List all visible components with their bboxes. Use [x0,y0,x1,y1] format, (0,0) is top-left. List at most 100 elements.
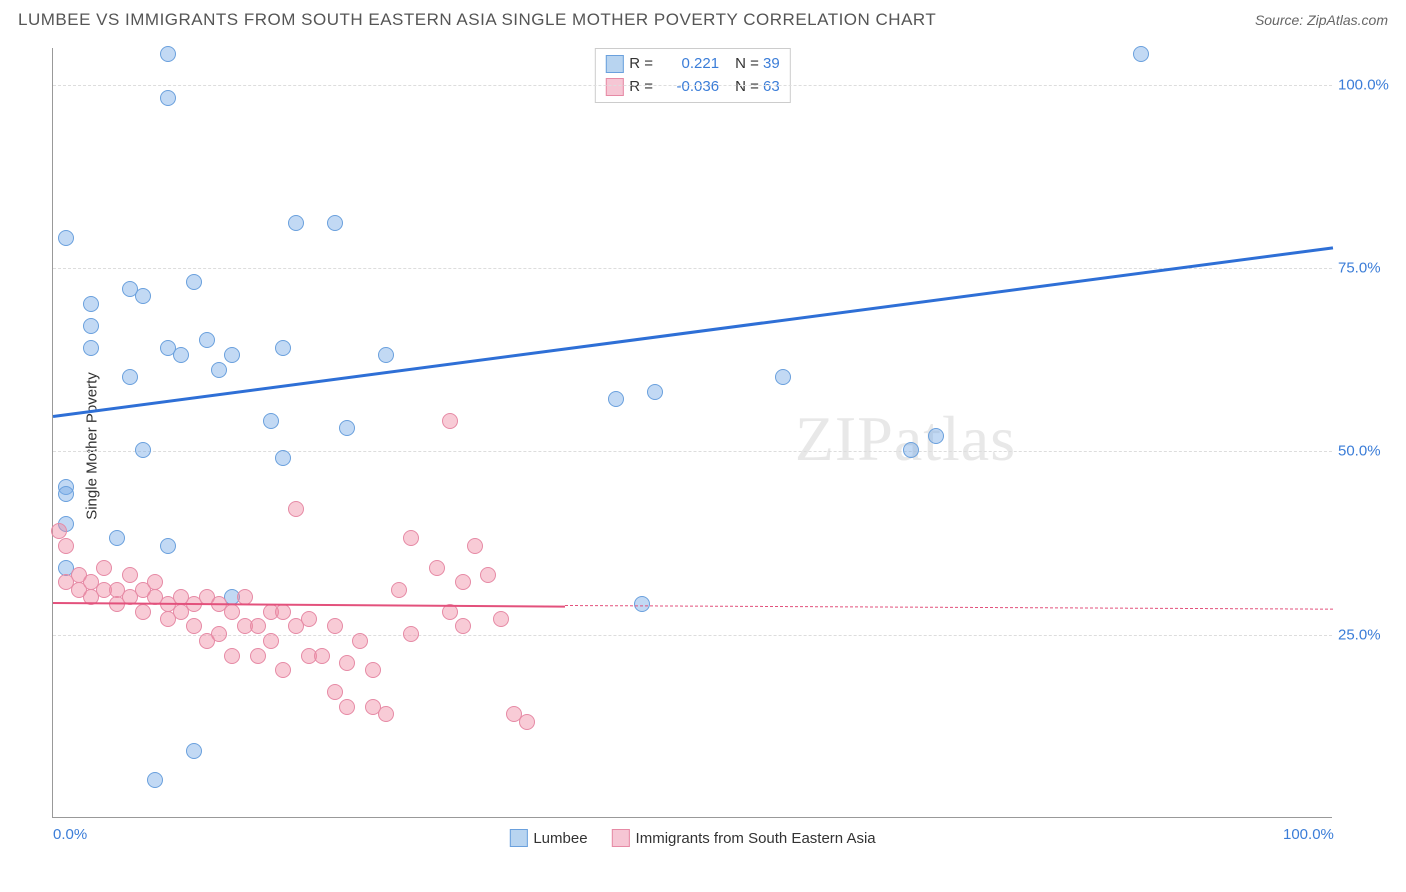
data-point [275,604,291,620]
data-point [327,684,343,700]
data-point [378,347,394,363]
data-point [378,706,394,722]
data-point [58,538,74,554]
data-point [275,340,291,356]
data-point [403,626,419,642]
y-tick-label: 25.0% [1338,626,1398,643]
grid-line [53,451,1332,452]
data-point [775,369,791,385]
data-point [391,582,407,598]
legend-label-immigrants: Immigrants from South Eastern Asia [636,830,876,847]
legend-label-lumbee: Lumbee [533,830,587,847]
data-point [250,648,266,664]
legend-series-box: Lumbee Immigrants from South Eastern Asi… [509,829,875,847]
data-point [83,318,99,334]
trend-line [53,246,1333,417]
x-tick-label: 0.0% [53,826,87,843]
data-point [429,560,445,576]
trend-line-extrapolated [565,605,1333,610]
chart-header: LUMBEE VS IMMIGRANTS FROM SOUTH EASTERN … [0,0,1406,34]
data-point [455,574,471,590]
y-tick-label: 100.0% [1338,76,1398,93]
x-tick-label: 100.0% [1283,826,1334,843]
legend-item-immigrants: Immigrants from South Eastern Asia [612,829,876,847]
data-point [647,384,663,400]
data-point [339,699,355,715]
data-point [224,347,240,363]
r-value-2: -0.036 [669,76,719,99]
data-point [275,450,291,466]
data-point [83,296,99,312]
data-point [160,90,176,106]
data-point [109,530,125,546]
legend-swatch-immigrants [612,829,630,847]
data-point [122,369,138,385]
data-point [147,772,163,788]
legend-row-series1: R = 0.221 N = 39 [605,53,779,76]
data-point [403,530,419,546]
data-point [455,618,471,634]
r-label-1: R = [629,55,653,72]
data-point [480,567,496,583]
n-value-2: 63 [763,76,780,99]
grid-line [53,85,1332,86]
chart-title: LUMBEE VS IMMIGRANTS FROM SOUTH EASTERN … [18,10,936,30]
data-point [58,486,74,502]
data-point [186,743,202,759]
legend-swatch-lumbee [509,829,527,847]
data-point [135,442,151,458]
data-point [250,618,266,634]
plot-area: ZIPatlas R = 0.221 N = 39 R = -0.036 N =… [52,48,1332,818]
data-point [288,501,304,517]
data-point [928,428,944,444]
data-point [83,340,99,356]
legend-row-series2: R = -0.036 N = 63 [605,76,779,99]
y-tick-label: 75.0% [1338,260,1398,277]
data-point [327,618,343,634]
data-point [263,633,279,649]
data-point [442,413,458,429]
data-point [122,567,138,583]
data-point [493,611,509,627]
data-point [135,604,151,620]
data-point [608,391,624,407]
data-point [275,662,291,678]
data-point [1133,46,1149,62]
data-point [51,523,67,539]
data-point [160,46,176,62]
data-point [288,215,304,231]
data-point [365,662,381,678]
legend-swatch-series1 [605,55,623,73]
data-point [160,538,176,554]
data-point [186,618,202,634]
r-value-1: 0.221 [669,53,719,76]
legend-item-lumbee: Lumbee [509,829,587,847]
data-point [58,230,74,246]
data-point [301,611,317,627]
chart-source: Source: ZipAtlas.com [1255,12,1388,28]
data-point [903,442,919,458]
legend-correlation-box: R = 0.221 N = 39 R = -0.036 N = 63 [594,48,790,103]
data-point [211,362,227,378]
r-label-2: R = [629,78,653,95]
data-point [199,332,215,348]
n-label-2: N = [735,78,763,95]
grid-line [53,635,1332,636]
data-point [352,633,368,649]
data-point [186,274,202,290]
data-point [224,604,240,620]
data-point [314,648,330,664]
data-point [519,714,535,730]
y-tick-label: 50.0% [1338,443,1398,460]
grid-line [53,268,1332,269]
data-point [173,347,189,363]
data-point [327,215,343,231]
data-point [135,288,151,304]
data-point [339,655,355,671]
data-point [96,560,112,576]
legend-swatch-series2 [605,78,623,96]
data-point [263,413,279,429]
data-point [147,574,163,590]
data-point [224,648,240,664]
n-label-1: N = [735,55,763,72]
